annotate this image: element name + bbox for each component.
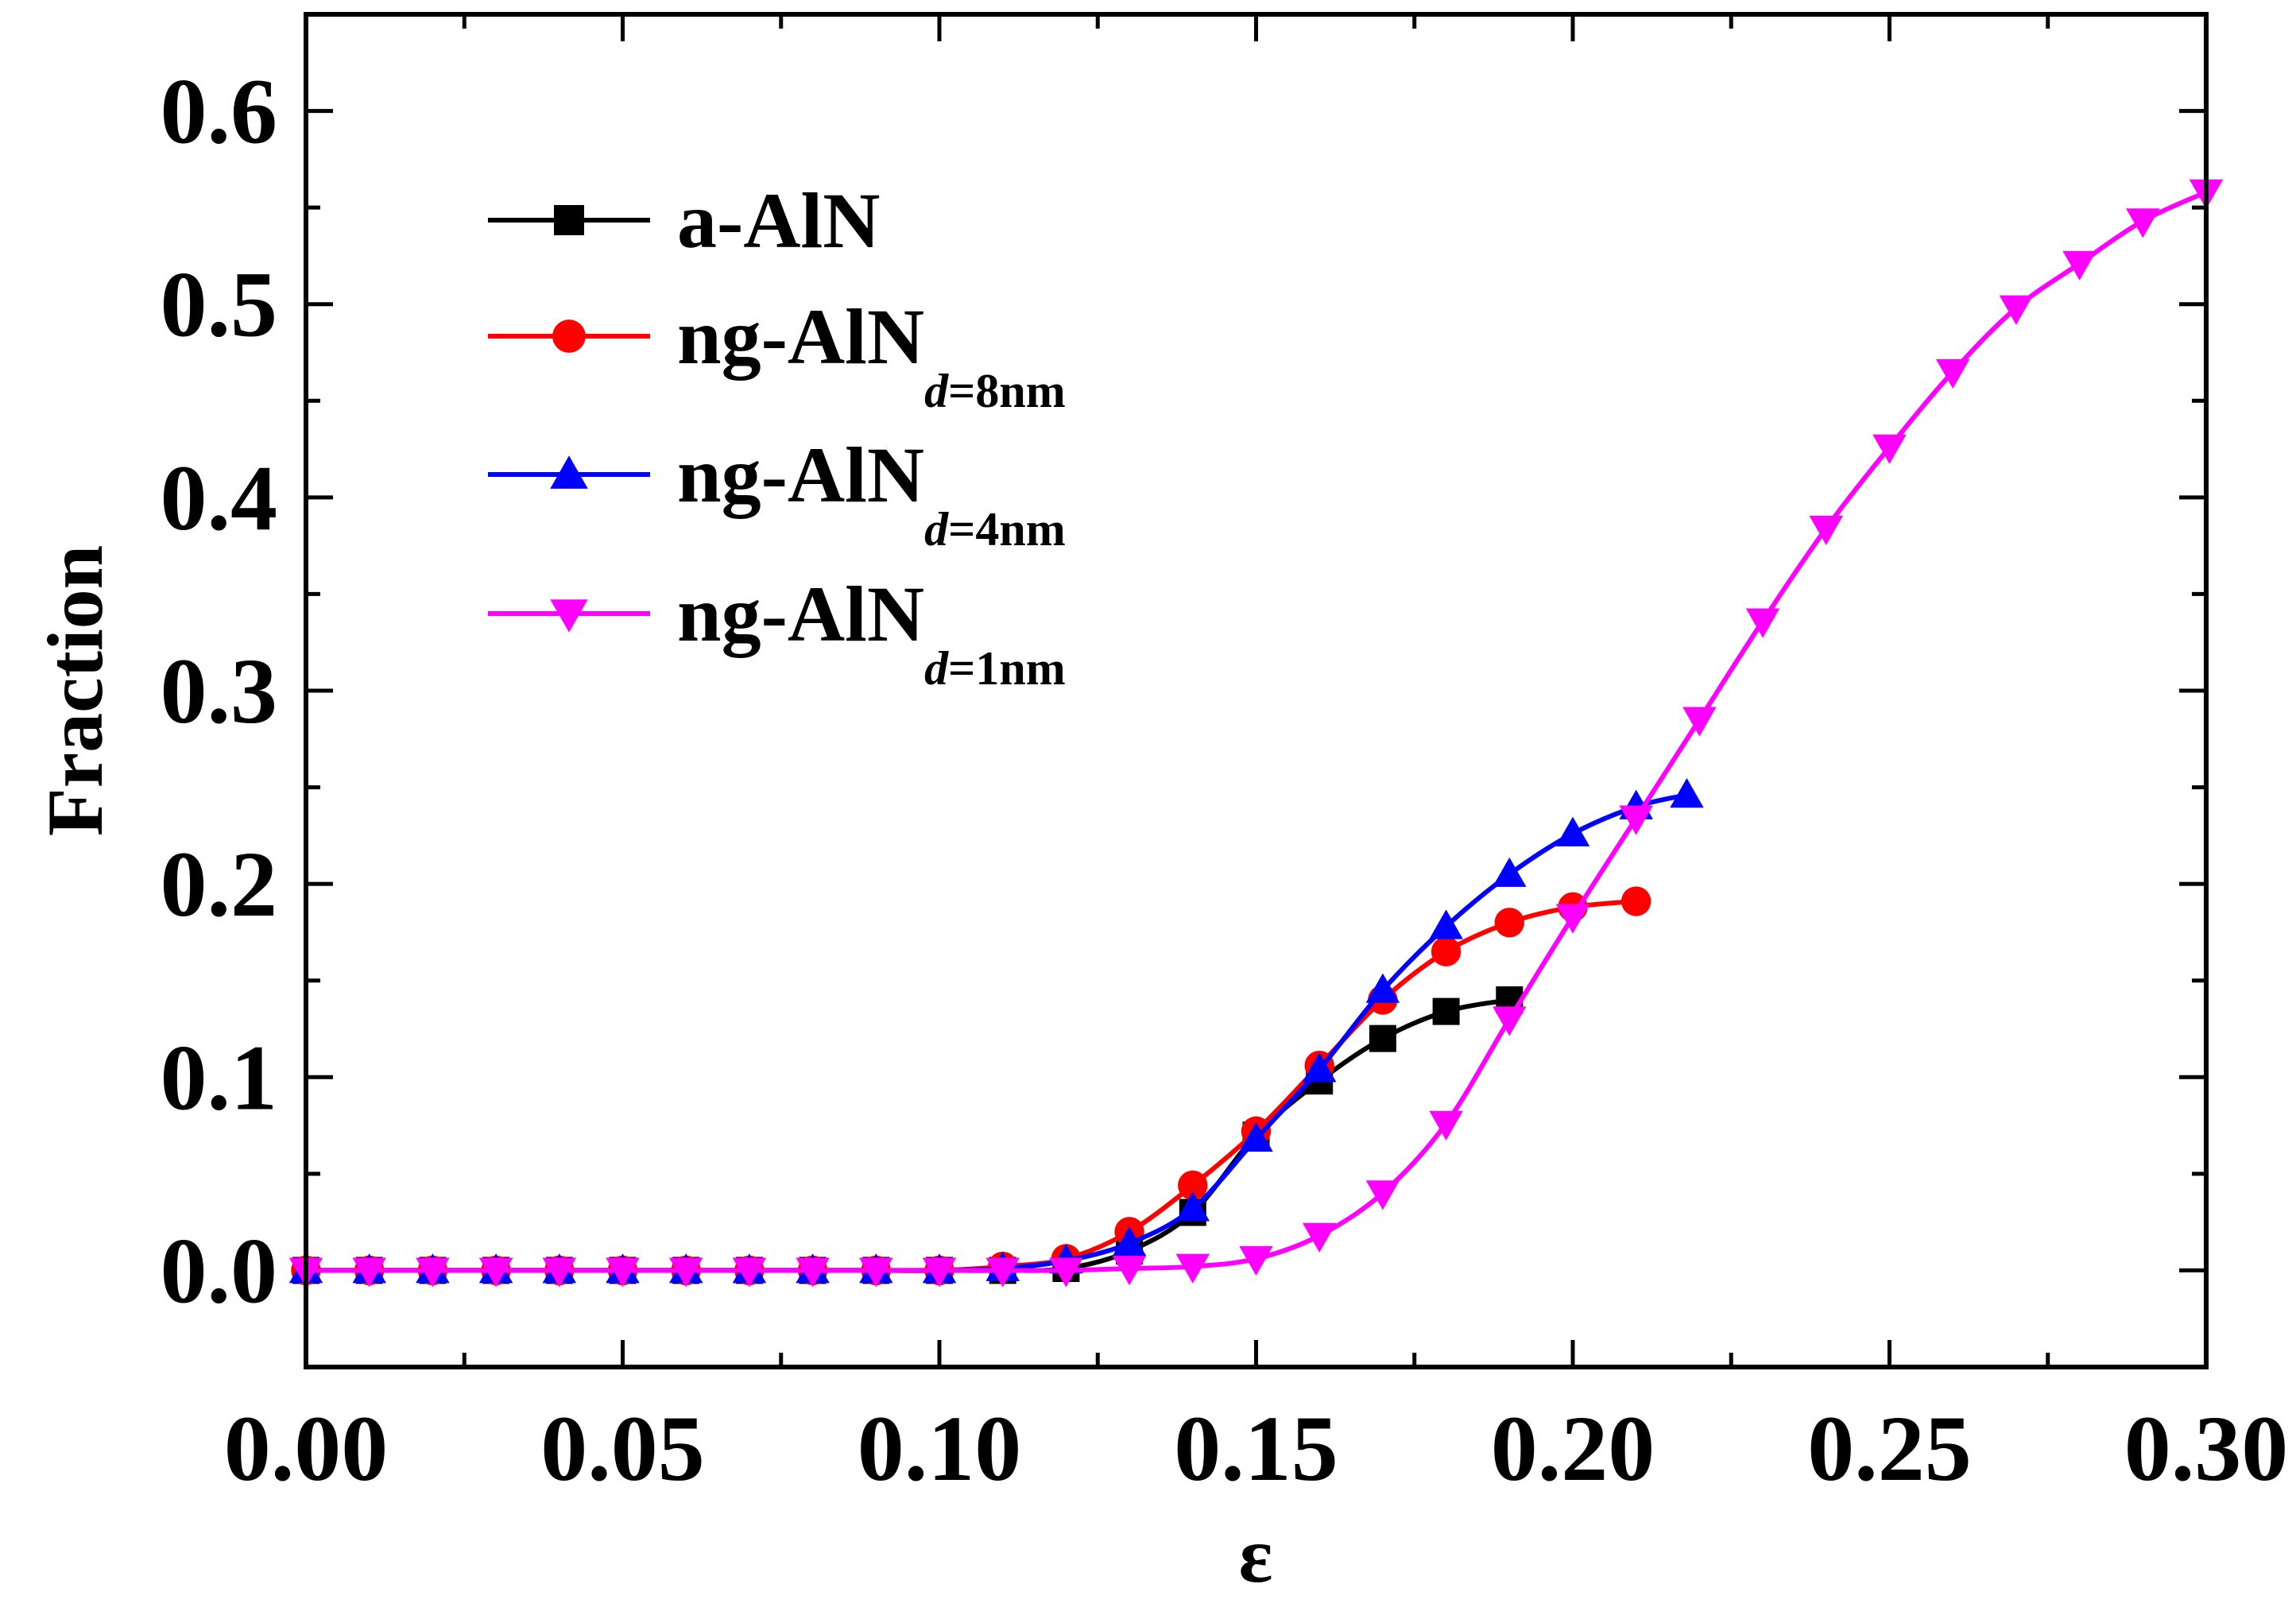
y-tick-label: 0.3 (161, 639, 278, 743)
series-4-point (1872, 434, 1907, 464)
legend-label-sub: =1nm (948, 642, 1066, 695)
series-2-point (1621, 886, 1651, 916)
y-tick-label: 0.2 (161, 832, 278, 936)
y-tick-label: 0.5 (161, 253, 278, 357)
series-4-point (416, 1257, 450, 1288)
legend-swatch-marker (550, 455, 588, 489)
x-tick-label: 0.00 (224, 1396, 389, 1501)
series-4-point (985, 1257, 1020, 1288)
legend-swatch-marker (552, 320, 586, 353)
legend-swatch-marker (554, 205, 584, 235)
series-3-point (1175, 1191, 1210, 1222)
legend-label-sub-italic: d (924, 503, 949, 556)
series-4-point (859, 1257, 893, 1288)
series-3-point (1555, 816, 1590, 846)
series-4-point (2062, 250, 2097, 281)
y-tick-label: 0.0 (161, 1218, 278, 1323)
x-tick-label: 0.05 (540, 1396, 705, 1501)
series-4-point (1175, 1253, 1210, 1284)
legend-label-sub-italic: d (924, 365, 949, 417)
series-layer (288, 179, 2224, 1288)
legend-item-2: ng-AlNd=8nm (488, 292, 1066, 417)
series-4-point (1619, 805, 1653, 835)
x-tick-label: 0.20 (1491, 1396, 1655, 1501)
y-axis-title: Fraction (31, 545, 119, 837)
legend-label: a-AlN (677, 176, 881, 265)
series-4-point (1112, 1256, 1147, 1286)
series-3-point (1365, 973, 1400, 1003)
series-4-point (1999, 295, 2034, 325)
legend-label-sub: =4nm (948, 503, 1066, 556)
x-axis-title: ε (1239, 1511, 1273, 1599)
series-4-line (306, 189, 2208, 1273)
y-tick-label: 0.4 (161, 446, 278, 550)
legend-label-main: ng-AlN (677, 570, 924, 658)
legend-swatch-marker (550, 599, 588, 633)
series-4-point (732, 1257, 767, 1288)
series-4-point (1809, 515, 1844, 546)
series-4-point (796, 1257, 830, 1288)
series-4-point (1049, 1257, 1083, 1288)
y-tick-label: 0.1 (161, 1025, 278, 1129)
plot-frame (304, 12, 2209, 1369)
series-4-point (606, 1257, 640, 1288)
series-4-point (1682, 707, 1717, 737)
series-3-point (1302, 1052, 1337, 1082)
series-1-point (1432, 997, 1460, 1025)
series-3-point (1670, 778, 1704, 808)
series-1-point (1369, 1024, 1396, 1052)
series-3-point (1429, 909, 1463, 939)
legend-label-main: ng-AlN (677, 292, 924, 381)
legend-item-4: ng-AlNd=1nm (488, 570, 1066, 695)
legend-label-main: ng-AlN (677, 431, 924, 519)
series-4-point (1745, 608, 1780, 638)
series-3-line (306, 792, 1688, 1273)
series-4-point (352, 1257, 386, 1288)
series-2-point (1178, 1170, 1208, 1201)
series-3-point (1493, 857, 1527, 887)
series-2-point (1431, 936, 1462, 966)
series-4-point (1493, 1006, 1527, 1036)
x-tick-label: 0.25 (1807, 1396, 1972, 1501)
y-tick-label: 0.6 (161, 60, 278, 164)
legend-label-sub-italic: d (924, 642, 949, 695)
legend-label: ng-AlNd=8nm (677, 292, 1066, 417)
series-4-group (288, 179, 2224, 1288)
x-tick-label: 0.10 (858, 1396, 1022, 1501)
series-3-group (288, 778, 1704, 1284)
series-4-point (1935, 358, 1970, 389)
series-3-point (1112, 1226, 1147, 1257)
legend-label: ng-AlNd=4nm (677, 431, 1066, 556)
series-4-point (922, 1257, 957, 1288)
legend-item-1: a-AlN (488, 176, 881, 265)
series-1-group (292, 986, 1524, 1284)
axes-layer: 0.00 0.05 0.10 0.15 0.20 0.25 0.30 0.0 0.1 0.2 0.3… (161, 14, 2289, 1501)
series-4-point (1429, 1110, 1463, 1141)
series-4-point (1365, 1180, 1400, 1210)
x-tick-label: 0.15 (1174, 1396, 1338, 1501)
series-4-point (2126, 208, 2160, 238)
series-3-point (1239, 1121, 1273, 1152)
series-2-group (291, 886, 1651, 1286)
legend-label-sub: =8nm (948, 365, 1066, 417)
x-tick-label: 0.30 (2124, 1396, 2289, 1501)
series-4-point (1239, 1245, 1273, 1276)
series-4-point (542, 1257, 577, 1288)
series-2-point (1494, 908, 1525, 938)
legend-label: ng-AlNd=1nm (677, 570, 1066, 695)
legend-label-main: a-AlN (677, 176, 881, 265)
series-4-point (1555, 904, 1590, 934)
legend-item-3: ng-AlNd=4nm (488, 431, 1066, 556)
series-4-point (1302, 1222, 1337, 1253)
series-4-point (478, 1257, 513, 1288)
series-4-point (668, 1257, 703, 1288)
